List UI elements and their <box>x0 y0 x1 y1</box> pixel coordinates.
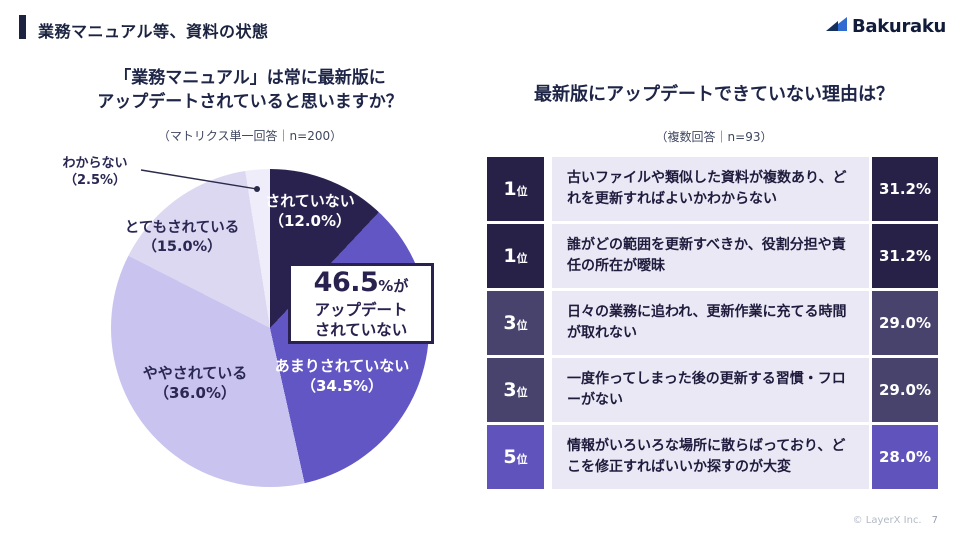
reason-cell: 誰がどの範囲を更新すべきか、役割分担や責任の所在が曖昧 <box>552 224 869 288</box>
percent-cell: 31.2% <box>872 224 938 288</box>
percent-cell: 29.0% <box>872 291 938 355</box>
annotation-line2: アップデート <box>314 300 408 319</box>
header-accent-bar <box>19 15 26 39</box>
table-subtitle: （複数回答｜n=93） <box>655 130 773 144</box>
annotation-suffix: %が <box>378 277 409 296</box>
annotation-line3: されていない <box>314 320 408 339</box>
annotation-value: 46.5 <box>313 267 379 299</box>
page-title: 業務マニュアル等、資料の状態 <box>38 22 269 41</box>
copyright-text: © LayerX Inc. <box>852 515 922 526</box>
pie-label-very-updated: とてもされている （15.0%） <box>124 220 240 255</box>
percent-cell: 31.2% <box>872 157 938 221</box>
leader-line <box>140 169 260 192</box>
table-title: 最新版にアップデートできていない理由は？ <box>534 84 894 105</box>
pie-label-unknown: わからない （2.5%） <box>62 156 128 188</box>
percent-cell: 29.0% <box>872 358 938 422</box>
footer: © LayerX Inc. 7 <box>853 515 938 526</box>
reason-cell: 日々の業務に追われ、更新作業に充てる時間が取れない <box>552 291 869 355</box>
reason-cell: 一度作ってしまった後の更新する習慣・フローがない <box>552 358 869 422</box>
pie-label-rarely-updated: あまりされていない （34.5%） <box>274 357 410 395</box>
percent-cell: 28.0% <box>872 425 938 489</box>
pie-label-not-updated: されていない （12.0%） <box>265 192 355 230</box>
reason-cell: 古いファイルや類似した資料が複数あり、どれを更新すればよいかわからない <box>552 157 869 221</box>
pie-chart-title: 「業務マニュアル」は常に最新版に アップデートされていると思いますか？ <box>97 68 403 113</box>
bakuraku-logo: Bakuraku <box>826 16 946 37</box>
pie-label-somewhat-updated: ややされている （36.0%） <box>142 364 248 402</box>
pie-annotation-box: 46.5%が アップデート されていない <box>288 263 434 344</box>
logo-wordmark: Bakuraku <box>852 16 947 37</box>
bakuraku-logo-icon <box>826 16 847 37</box>
reason-cell: 情報がいろいろな場所に散らばっており、どこを修正すればいいか探すのが大変 <box>552 425 869 489</box>
pie-chart-subtitle: （マトリクス単一回答｜n=200） <box>157 129 343 143</box>
page-number: 7 <box>931 515 938 526</box>
